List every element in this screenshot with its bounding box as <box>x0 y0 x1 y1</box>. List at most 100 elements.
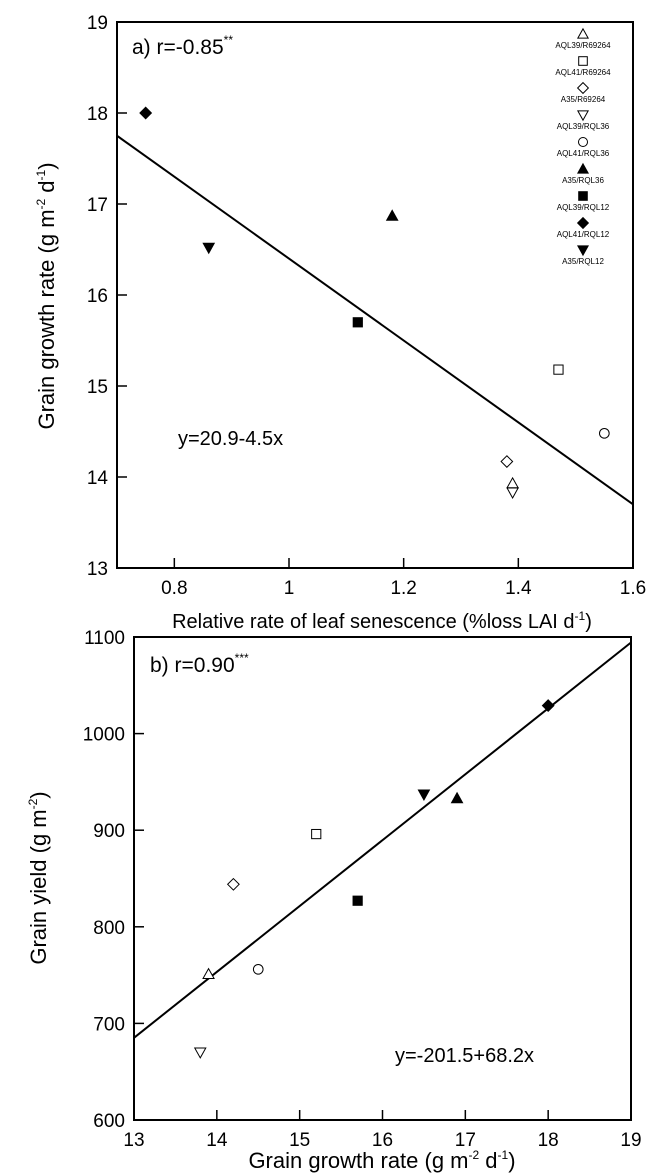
panel-a: 0.8 1 1.2 1.4 1.6 13 14 15 16 17 18 19 a) r=-0.85**… <box>34 13 646 633</box>
panel-a-xlabel-sup: -1 <box>575 609 586 623</box>
panel-b-xlabel-sup2: -1 <box>498 1148 509 1162</box>
panel-b-ytick-label: 600 <box>93 1111 125 1132</box>
legend-label-a35-rql36: A35/RQL36 <box>562 176 604 185</box>
panel-b-ytick-label: 700 <box>93 1014 125 1035</box>
panel-a-xlabel-close: ) <box>585 611 592 633</box>
panel-b-xtick-label: 18 <box>538 1130 559 1151</box>
panel-a-ylabel-sup1: -2 <box>34 198 48 209</box>
panel-a-point-aql39-r69264 <box>506 476 519 489</box>
panel-b-point-aql41-rql12 <box>541 699 555 713</box>
panel-a-point-a35-rql36 <box>385 209 399 221</box>
panel-b-xtick-label: 17 <box>455 1130 476 1151</box>
panel-a-point-a35-rql12 <box>202 242 216 255</box>
legend-marker-aql41-r69264 <box>578 56 588 66</box>
panel-a-letter: a) <box>132 36 151 59</box>
panel-a-ytick-label: 18 <box>87 104 108 125</box>
panel-a-xtick-label: 1.4 <box>505 578 532 599</box>
panel-b-equation: y=-201.5+68.2x <box>395 1045 534 1067</box>
panel-b-xlabel-main: Grain growth rate (g m <box>248 1148 468 1173</box>
panel-b-point-a35-r69264 <box>226 877 240 891</box>
panel-a-ytick-label: 13 <box>87 559 108 580</box>
panel-b-significance: *** <box>235 651 249 665</box>
panel-b-ylabel-close: ) <box>26 791 51 798</box>
panel-a-ylabel-sup2: -1 <box>34 169 48 180</box>
panel-b-xlabel-close: ) <box>508 1148 515 1173</box>
panel-b-xtick-label: 13 <box>123 1130 144 1151</box>
panel-b-point-aql39-rql36 <box>193 1047 207 1059</box>
panel-a-xtick-label: 1 <box>284 578 295 599</box>
legend-label-a35-r69264: A35/R69264 <box>561 95 606 104</box>
legend-marker-a35-rql36 <box>576 162 590 174</box>
panel-a-xtick-label: 1.2 <box>390 578 416 599</box>
panel-b-point-a35-rql12 <box>417 789 431 802</box>
panel-a-ylabel-mid: d <box>34 180 59 198</box>
legend-marker-aql39-rql36 <box>576 110 590 122</box>
panel-a-point-aql41-rql36 <box>599 427 610 439</box>
panel-a-equation: y=20.9-4.5x <box>178 428 283 450</box>
panel-b-ytick-label: 1100 <box>84 628 125 649</box>
panel-b-r-text: r=0.90 <box>175 654 235 677</box>
legend: AQL39/R69264 AQL41/R69264 A35/R69264 AQL39/… <box>555 27 611 266</box>
legend-label-a35-rql12: A35/RQL12 <box>562 257 604 266</box>
panel-a-point-aql41-rql12 <box>139 106 153 120</box>
legend-label-aql41-rql36: AQL41/RQL36 <box>557 149 610 158</box>
panel-a-ticks: 0.8 1 1.2 1.4 1.6 13 14 15 16 17 18 19 <box>87 13 646 599</box>
panel-a-significance: ** <box>224 33 234 47</box>
panel-a-ytick-label: 14 <box>87 468 109 489</box>
legend-label-aql39-r69264: AQL39/R69264 <box>555 41 611 50</box>
legend-marker-aql39-rql12 <box>578 191 588 201</box>
panel-a-ylabel: Grain growth rate (g m-2 d-1) <box>34 162 59 429</box>
panel-b-points <box>133 641 632 1059</box>
panel-b-xlabel: Grain growth rate (g m-2 d-1) <box>248 1148 515 1173</box>
legend-marker-aql41-rql12 <box>576 216 590 230</box>
panel-a-ylabel-close: ) <box>34 162 59 169</box>
panel-a-xtick-label: 0.8 <box>161 578 187 599</box>
panel-b-ticks: 13 14 15 16 17 18 19 600 700 800 900 1000 1100 <box>83 628 642 1151</box>
panel-a-ytick-label: 19 <box>87 13 108 34</box>
panel-a-ytick-label: 16 <box>87 286 108 307</box>
panel-a-points <box>116 106 634 506</box>
panel-b-letter: b) <box>150 654 169 677</box>
legend-label-aql39-rql12: AQL39/RQL12 <box>557 203 610 212</box>
panel-a-r-text: r=-0.85 <box>157 36 224 59</box>
panel-b-ytick-label: 900 <box>93 821 125 842</box>
panel-a-xtick-label: 1.6 <box>620 578 646 599</box>
panel-b-point-aql41-rql36 <box>252 963 264 975</box>
panel-b-xtick-label: 15 <box>289 1130 310 1151</box>
panel-b-xtick-label: 16 <box>372 1130 393 1151</box>
panel-b-r-label: b) r=0.90*** <box>150 651 249 677</box>
panel-a-frame <box>116 21 634 569</box>
legend-label-aql41-rql12: AQL41/RQL12 <box>557 230 610 239</box>
panel-b-ylabel-sup: -2 <box>26 798 40 809</box>
legend-marker-a35-rql12 <box>576 245 590 257</box>
legend-label-aql41-r69264: AQL41/R69264 <box>555 68 611 77</box>
legend-marker-aql41-rql36 <box>577 136 589 148</box>
panel-a-point-aql39-rql36 <box>506 487 519 500</box>
panel-b: 13 14 15 16 17 18 19 600 700 800 900 1000 1100 b) r=… <box>26 628 642 1173</box>
panel-a-xlabel: Relative rate of leaf senescence (%loss … <box>172 609 592 633</box>
panel-b-point-a35-rql36 <box>450 791 464 804</box>
legend-marker-aql39-r69264 <box>576 27 590 39</box>
panel-a-point-aql39-rql12 <box>352 317 363 328</box>
panel-a-ytick-label: 15 <box>87 377 108 398</box>
panel-b-ylabel-main: Grain yield (g m <box>26 809 51 964</box>
panel-b-point-aql41-r69264 <box>311 828 322 840</box>
legend-label-aql39-rql36: AQL39/RQL36 <box>557 122 610 131</box>
panel-a-ytick-label: 17 <box>87 195 108 216</box>
panel-b-ylabel: Grain yield (g m-2) <box>26 791 51 964</box>
panel-a-point-a35-r69264 <box>500 455 514 468</box>
panel-b-xlabel-mid: d <box>479 1148 497 1173</box>
panel-b-point-aql39-r69264 <box>202 967 215 980</box>
legend-marker-a35-r69264 <box>576 81 590 95</box>
panel-a-ylabel-main: Grain growth rate (g m <box>34 209 59 429</box>
panel-b-xtick-label: 14 <box>206 1130 228 1151</box>
panel-b-point-aql39-rql12 <box>352 895 363 906</box>
panel-b-xlabel-sup1: -2 <box>469 1148 480 1162</box>
panel-a-xlabel-main: Relative rate of leaf senescence (%loss … <box>172 611 574 633</box>
panel-a-point-aql41-r69264 <box>553 364 564 375</box>
panel-b-ytick-label: 1000 <box>83 725 125 746</box>
panel-b-xtick-label: 19 <box>620 1130 641 1151</box>
panel-a-r-label: a) r=-0.85** <box>132 33 233 59</box>
panel-b-frame <box>133 636 632 1121</box>
